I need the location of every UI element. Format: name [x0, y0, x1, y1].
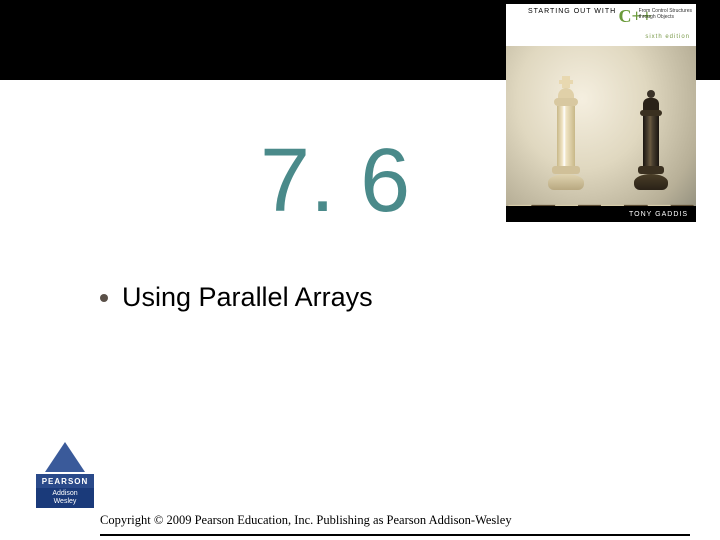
footer-divider	[100, 534, 690, 536]
imprint-line2: Wesley	[54, 498, 77, 506]
book-header: STARTING OUT WITH C++ From Control Struc…	[506, 4, 696, 46]
book-subtitle: From Control Structures through Objects	[639, 8, 692, 20]
book-cover-graphic: STARTING OUT WITH C++ From Control Struc…	[506, 4, 696, 230]
book-author: TONY GADDIS	[629, 211, 688, 218]
book-subtitle-line2: through Objects	[639, 14, 692, 20]
pearson-name: PEARSON	[36, 474, 94, 488]
copyright-text: Copyright © 2009 Pearson Education, Inc.…	[100, 513, 512, 528]
pearson-triangle-icon	[45, 442, 85, 472]
pearson-imprint: Addison Wesley	[36, 488, 94, 508]
chess-queen-icon	[634, 90, 668, 198]
chess-king-icon	[548, 76, 584, 196]
book-author-strip: TONY GADDIS	[506, 206, 696, 222]
bullet-row: Using Parallel Arrays	[100, 282, 373, 313]
imprint-line1: Addison	[52, 490, 77, 498]
bullet-dot-icon	[100, 294, 108, 302]
pearson-logo: PEARSON Addison Wesley	[36, 442, 94, 514]
book-starting-text: STARTING OUT WITH	[528, 8, 616, 15]
bullet-text: Using Parallel Arrays	[122, 282, 373, 313]
book-edition: sixth edition	[645, 34, 690, 40]
section-number: 7. 6	[260, 130, 410, 233]
book-chess-illustration: TONY GADDIS	[506, 46, 696, 222]
